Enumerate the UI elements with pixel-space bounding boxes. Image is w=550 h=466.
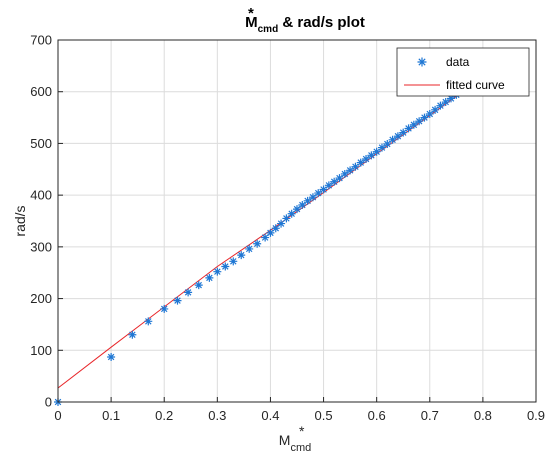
data-point-marker	[221, 262, 230, 271]
data-point-marker	[340, 169, 349, 178]
x-tick-label: 0.3	[208, 408, 226, 423]
y-tick-label: 400	[30, 188, 52, 203]
legend-data-marker	[417, 57, 427, 67]
x-tick-label: 0.5	[315, 408, 333, 423]
data-point-marker	[404, 124, 413, 133]
x-axis-label: Mcmd	[279, 432, 311, 454]
plot-background	[58, 40, 536, 402]
data-point-marker	[271, 224, 280, 233]
data-point-marker	[324, 181, 333, 190]
y-tick-label: 0	[45, 395, 52, 410]
data-markers-layer	[54, 87, 466, 406]
data-point-marker	[128, 330, 137, 339]
data-point-marker	[173, 296, 182, 305]
x-tick-label: 0.9	[527, 408, 545, 423]
xlabel-superscript: *	[299, 423, 305, 439]
plot-area: 0 0.1 0.2 0.3 0.4 0.5 0.6 0.7 0.8 0.9 0 100 200 300 4…	[30, 33, 545, 424]
data-point-marker	[362, 154, 371, 163]
x-axis-ticks: 0 0.1 0.2 0.3 0.4 0.5 0.6 0.7 0.8 0.9	[54, 397, 545, 423]
y-axis-label: rad/s	[12, 205, 28, 236]
legend: data fitted curve	[396, 47, 530, 97]
data-point-marker	[282, 214, 291, 223]
data-point-marker	[194, 281, 203, 290]
data-point-marker	[229, 257, 238, 266]
data-point-marker	[356, 158, 365, 167]
data-point-marker	[399, 128, 408, 137]
data-point-marker	[184, 288, 193, 297]
data-point-marker	[346, 166, 355, 175]
data-point-marker	[388, 135, 397, 144]
data-point-marker	[287, 209, 296, 218]
title-suffix: & rad/s plot	[278, 14, 365, 31]
data-point-marker	[436, 101, 445, 110]
title-symbol: M	[245, 14, 258, 31]
x-tick-label: 0.6	[368, 408, 386, 423]
data-point-marker	[319, 185, 328, 194]
data-point-marker	[308, 193, 317, 202]
data-point-marker	[107, 353, 116, 362]
chart-title: Mcmd & rad/s plot	[245, 14, 365, 35]
data-point-marker	[335, 174, 344, 183]
data-point-marker	[425, 109, 434, 118]
data-point-marker	[393, 132, 402, 141]
data-point-marker	[253, 239, 262, 248]
y-tick-label: 600	[30, 84, 52, 99]
data-point-marker	[415, 117, 424, 126]
data-point-marker	[431, 105, 440, 114]
data-point-marker	[314, 189, 323, 198]
y-tick-label: 100	[30, 343, 52, 358]
legend-label-data: data	[446, 55, 470, 69]
y-tick-label: 200	[30, 291, 52, 306]
data-point-marker	[372, 147, 381, 156]
data-point-marker	[351, 162, 360, 171]
axes-box	[57, 39, 537, 403]
x-tick-label: 0.7	[421, 408, 439, 423]
x-tick-label: 0	[54, 408, 61, 423]
data-point-marker	[205, 273, 214, 282]
data-point-marker	[303, 196, 312, 205]
data-point-marker	[277, 219, 286, 228]
data-point-marker	[213, 267, 222, 276]
title-subscript: cmd	[258, 24, 279, 35]
legend-box	[396, 47, 530, 97]
data-point-marker	[237, 251, 246, 260]
data-point-marker	[447, 94, 456, 103]
data-point-marker	[441, 98, 450, 107]
data-point-marker	[293, 205, 301, 214]
data-point-marker	[409, 120, 418, 129]
data-point-marker	[298, 200, 307, 209]
xlabel-symbol: M	[279, 432, 291, 448]
y-tick-label: 700	[30, 33, 52, 48]
data-point-marker	[383, 139, 392, 148]
x-tick-label: 0.4	[261, 408, 279, 423]
y-axis-ticks: 0 100 200 300 400 500 600 700	[30, 33, 63, 410]
legend-label-fitted-curve: fitted curve	[446, 78, 505, 92]
data-point-marker	[330, 177, 339, 186]
xlabel-subscript: cmd	[290, 442, 311, 454]
data-point-marker	[377, 143, 386, 152]
legend-star-marker	[417, 57, 427, 67]
data-point-marker	[266, 228, 275, 237]
data-point-marker	[420, 113, 429, 122]
y-tick-label: 500	[30, 136, 52, 151]
x-tick-label: 0.2	[155, 408, 173, 423]
data-point-marker	[160, 304, 169, 313]
x-tick-label: 0.8	[474, 408, 492, 423]
data-point-marker	[261, 233, 270, 242]
data-point-marker	[144, 317, 153, 326]
x-tick-label: 0.1	[102, 408, 120, 423]
data-point-marker	[245, 244, 254, 253]
title-superscript: *	[248, 5, 254, 22]
data-point-marker	[367, 151, 376, 160]
y-tick-label: 300	[30, 239, 52, 254]
